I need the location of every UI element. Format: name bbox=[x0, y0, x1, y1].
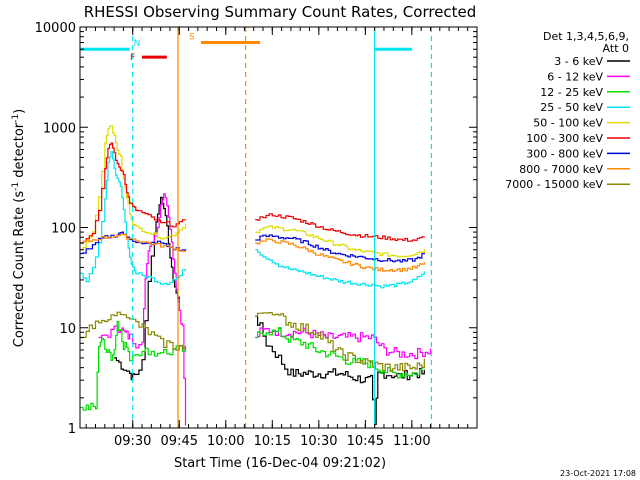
y-tick-label: 1000 bbox=[43, 121, 76, 136]
legend-label: 300 - 800 keV bbox=[526, 147, 603, 160]
x-tick-label: 09:30 bbox=[114, 434, 151, 449]
series-1-line bbox=[114, 196, 425, 425]
legend-label: 100 - 300 keV bbox=[526, 132, 603, 145]
legend-label: 3 - 6 keV bbox=[554, 55, 603, 68]
x-tick-label: 10:00 bbox=[207, 434, 244, 449]
x-axis-label: Start Time (16-Dec-04 09:21:02) bbox=[174, 456, 386, 471]
x-tick-label: 11:00 bbox=[393, 434, 430, 449]
x-tick-label: 09:45 bbox=[161, 434, 198, 449]
series-2-line bbox=[98, 193, 432, 426]
event-lines bbox=[132, 27, 433, 428]
legend: Det 1,3,4,5,6,9,Att 03 - 6 keV 6 - 12 keV… bbox=[505, 30, 630, 191]
flag-n-label: N bbox=[134, 39, 141, 49]
series-3-line bbox=[80, 320, 425, 411]
series-5-line bbox=[80, 125, 425, 258]
series-6-line bbox=[80, 142, 425, 244]
y-axis-label: Corrected Count Rate (s-1 detector-1) bbox=[11, 109, 27, 347]
legend-label: 6 - 12 keV bbox=[547, 70, 603, 83]
y-tick-label: 10000 bbox=[35, 21, 76, 36]
footer-timestamp: 23-Oct-2021 17:08 bbox=[560, 469, 636, 478]
flag-f-label: F bbox=[130, 53, 135, 63]
x-tick-label: 10:15 bbox=[254, 434, 291, 449]
legend-header: Det 1,3,4,5,6,9, bbox=[543, 30, 629, 43]
legend-label: 12 - 25 keV bbox=[540, 86, 603, 99]
legend-label: 800 - 7000 keV bbox=[519, 163, 603, 176]
y-tick-label: 10 bbox=[59, 322, 76, 337]
legend-label: 7000 - 15000 keV bbox=[505, 178, 603, 191]
flag-bars: NF S bbox=[80, 33, 412, 63]
flag-s-label: S bbox=[189, 33, 195, 43]
legend-label: 50 - 100 keV bbox=[533, 117, 603, 130]
series-9-line bbox=[80, 311, 425, 372]
x-axis: 09:30 09:45 10:00 10:15 10:30 10:45 11:00 bbox=[85, 27, 469, 449]
y-axis: 1 10 100 1000 10000 bbox=[35, 21, 477, 437]
y-tick-label: 100 bbox=[51, 222, 76, 237]
y-tick-label: 1 bbox=[68, 422, 76, 437]
legend-header: Att 0 bbox=[603, 42, 629, 55]
x-tick-label: 10:45 bbox=[347, 434, 384, 449]
chart-title: RHESSI Observing Summary Count Rates, Co… bbox=[84, 3, 477, 21]
legend-label: 25 - 50 keV bbox=[540, 101, 603, 114]
x-tick-label: 10:30 bbox=[300, 434, 337, 449]
